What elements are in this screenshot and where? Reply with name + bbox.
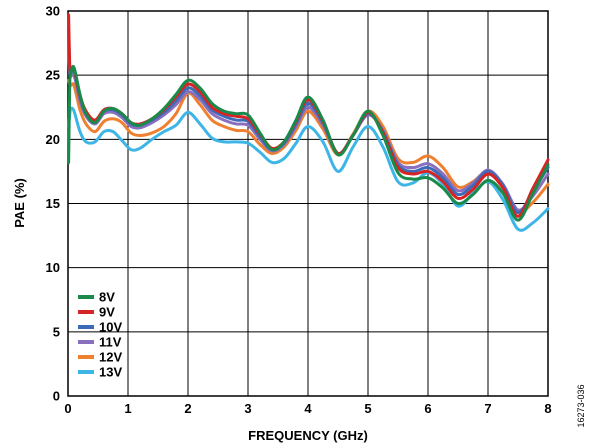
x-tick-label: 4 xyxy=(304,401,312,416)
y-tick-label: 5 xyxy=(53,324,60,339)
y-tick-label: 25 xyxy=(46,68,60,83)
x-tick-label: 5 xyxy=(364,401,371,416)
x-tick-label: 7 xyxy=(484,401,491,416)
y-tick-label: 15 xyxy=(46,196,60,211)
y-tick-label: 20 xyxy=(46,132,60,147)
x-tick-label: 3 xyxy=(244,401,251,416)
y-tick-label: 0 xyxy=(53,389,60,404)
x-tick-label: 8 xyxy=(544,401,551,416)
y-tick-label: 30 xyxy=(46,4,60,19)
x-axis-title: FREQUENCY (GHz) xyxy=(248,428,368,443)
plot-frame xyxy=(67,10,549,397)
figure-id: 16273-036 xyxy=(576,384,586,427)
x-tick-label: 2 xyxy=(184,401,191,416)
y-axis-title: PAE (%) xyxy=(12,178,27,228)
y-tick-label: 10 xyxy=(46,260,60,275)
series-line-13v xyxy=(67,106,550,232)
axes: 0 5 10 15 20 25 30 0 1 2 3 4 5 6 7 8 xyxy=(46,4,552,417)
legend-label-10v: 10V xyxy=(99,320,122,335)
x-tick-label: 1 xyxy=(124,401,131,416)
x-tick-label: 0 xyxy=(64,401,71,416)
x-tick-label: 6 xyxy=(424,401,431,416)
legend-label-13v: 13V xyxy=(99,365,122,380)
series-line-8v xyxy=(67,64,550,222)
grid-lines xyxy=(68,11,548,396)
legend-label-9v: 9V xyxy=(99,305,115,320)
series-lines xyxy=(67,13,550,232)
legend-label-11v: 11V xyxy=(99,335,122,350)
legend-label-12v: 12V xyxy=(99,350,122,365)
legend-label-8v: 8V xyxy=(99,290,115,305)
series-line-12v xyxy=(67,78,550,215)
